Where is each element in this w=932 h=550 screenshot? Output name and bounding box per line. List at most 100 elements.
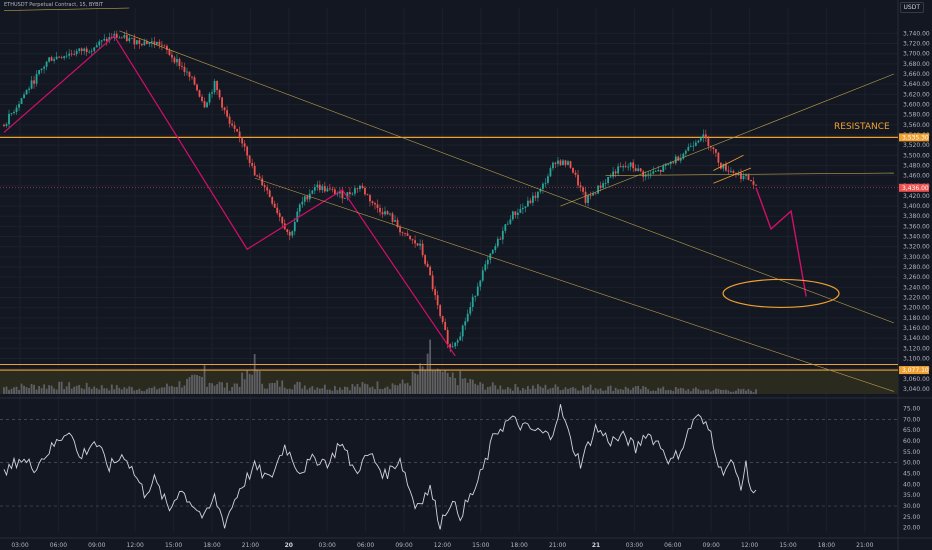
candle-body: [654, 171, 657, 172]
price-tick-label: 3,420.00: [903, 193, 930, 200]
time-axis[interactable]: 03:00 06:00 09:00 12:00 15:00 18:00 21:00 20 03:…: [11, 542, 873, 549]
volume-bar: [135, 389, 138, 394]
candle-body: [509, 219, 512, 224]
price-tick-label: 3,740.00: [903, 30, 930, 37]
volume-bar: [153, 386, 156, 394]
volume-bar: [514, 383, 517, 394]
volume-bar: [376, 381, 379, 394]
time-tick-label: 06:00: [664, 542, 681, 549]
candle-body: [622, 166, 625, 168]
volume-bar: [25, 387, 28, 394]
volume-bar: [201, 377, 203, 394]
price-tick-label: 3,640.00: [903, 81, 930, 88]
currency-label[interactable]: USDT: [899, 2, 924, 13]
candle-body: [727, 170, 730, 172]
candle-body: [554, 162, 557, 164]
rsi-tick-label: 65.00: [903, 427, 920, 434]
resistance-price-tag-box: [899, 133, 929, 142]
volume-bar: [105, 388, 108, 394]
time-tick-label: 03:00: [319, 542, 336, 549]
candle-body: [474, 295, 477, 297]
candle-body: [662, 165, 665, 172]
volume-bar: [547, 389, 549, 394]
candle-body: [481, 270, 484, 281]
symbol-header[interactable]: ETHUSDT Perpetual Contract, 15, BYBIT: [4, 2, 104, 8]
candle-body: [288, 232, 291, 236]
candle-body: [479, 280, 482, 287]
candle-body: [236, 128, 239, 132]
price-tick-label: 3,520.00: [903, 142, 930, 149]
rsi-tick-label: 60.00: [903, 438, 920, 445]
candle-body: [755, 184, 757, 186]
volume-bar: [476, 385, 479, 394]
volume-bar: [679, 387, 682, 394]
candle-body: [133, 37, 136, 45]
price-tick-label: 3,160.00: [903, 325, 930, 332]
volume-bar: [354, 386, 356, 394]
candle-body: [717, 152, 720, 163]
candle-body: [40, 68, 43, 71]
time-tick-label: 21:00: [549, 542, 566, 549]
candle-body: [584, 191, 587, 203]
volume-bar: [587, 386, 589, 394]
volume-bar: [338, 387, 341, 394]
candle-body: [166, 45, 168, 50]
candle-body: [181, 65, 183, 67]
volume-bar: [747, 389, 750, 394]
volume-bar: [55, 389, 58, 394]
volume-bar: [50, 385, 53, 394]
volume-bar: [394, 384, 396, 394]
price-tick-label: 3,060.00: [903, 376, 930, 383]
volume-bar: [253, 354, 256, 394]
time-tick-label: 21:00: [856, 542, 873, 549]
candle-body: [53, 59, 56, 61]
volume-bar: [735, 390, 737, 394]
volume-bar: [78, 384, 81, 394]
candle-body: [657, 169, 660, 172]
trendlines: [3, 7, 894, 392]
candle-body: [679, 158, 682, 161]
price-axis[interactable]: 3,040.003,060.003,080.003,100.003,120.00…: [899, 30, 930, 532]
volume-bar: [13, 387, 15, 394]
volume-bar: [617, 389, 620, 394]
volume-bar: [68, 382, 71, 394]
volume-bar: [421, 366, 424, 394]
candle-body: [163, 45, 166, 47]
volume-bar: [529, 389, 532, 394]
candle-body: [95, 45, 98, 48]
rsi-panel: [0, 404, 898, 530]
candle-body: [699, 137, 702, 141]
candle-body: [251, 162, 254, 166]
candle-body: [123, 35, 126, 38]
candle-body: [70, 53, 73, 55]
candle-body: [68, 53, 71, 56]
candle-body: [346, 192, 349, 199]
candle-body: [439, 305, 442, 316]
candle-body: [446, 330, 449, 345]
candle-body: [333, 189, 336, 195]
volume-bar: [414, 373, 416, 394]
candle-body: [161, 44, 163, 46]
volume-bar: [439, 370, 442, 394]
candle-body: [644, 174, 647, 177]
candle-body: [514, 211, 517, 215]
volume-bar: [73, 386, 76, 394]
candle-body: [419, 243, 422, 246]
volume-bar: [649, 391, 652, 394]
candle-body: [376, 204, 379, 208]
candle-body: [38, 70, 40, 75]
volume-bar: [251, 374, 254, 394]
candle-body: [476, 286, 479, 296]
price-tick-label: 3,280.00: [903, 264, 930, 271]
volume-bar: [213, 385, 216, 394]
price-tick-label: 3,140.00: [903, 335, 930, 342]
candle-body: [394, 220, 396, 222]
candle-body: [63, 56, 66, 59]
volume-bar: [236, 383, 239, 394]
volume-bar: [401, 379, 404, 394]
candle-body: [464, 321, 467, 326]
candle-body: [158, 41, 161, 45]
candle-body: [171, 54, 173, 58]
volume-bar: [183, 385, 186, 394]
time-tick-label: 06:00: [357, 542, 374, 549]
